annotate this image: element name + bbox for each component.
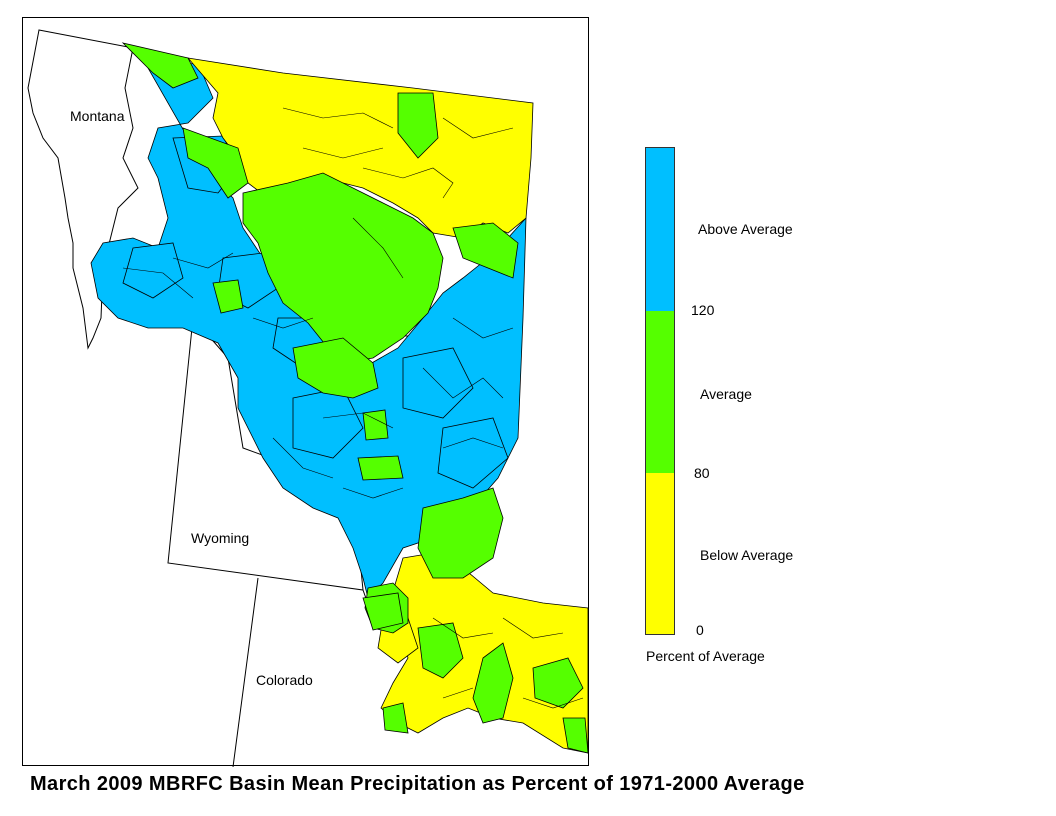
colorado-label: Colorado — [256, 672, 313, 688]
legend-average-label: Average — [700, 386, 752, 402]
wyoming-label: Wyoming — [191, 530, 250, 546]
map-title: March 2009 MBRFC Basin Mean Precipitatio… — [30, 773, 805, 795]
legend-title: Percent of Average — [646, 648, 765, 664]
legend-tick-0: 0 — [696, 622, 704, 638]
basin-boundaries — [122, 107, 584, 709]
map-frame: Montana Wyoming Colorado — [22, 17, 589, 767]
legend-tick-120: 120 — [691, 302, 715, 318]
montana-outline — [27, 29, 139, 350]
legend-color-bar — [645, 147, 675, 635]
legend-below-swatch — [646, 473, 674, 634]
legend-below-label: Below Average — [700, 547, 794, 563]
montana-label: Montana — [70, 108, 125, 124]
legend-tick-80: 80 — [694, 465, 710, 481]
average-basins — [121, 42, 589, 754]
legend-average-swatch — [646, 311, 674, 473]
legend-above-swatch — [646, 148, 674, 311]
basin-map — [27, 29, 589, 767]
legend-above-label: Above Average — [698, 221, 793, 237]
